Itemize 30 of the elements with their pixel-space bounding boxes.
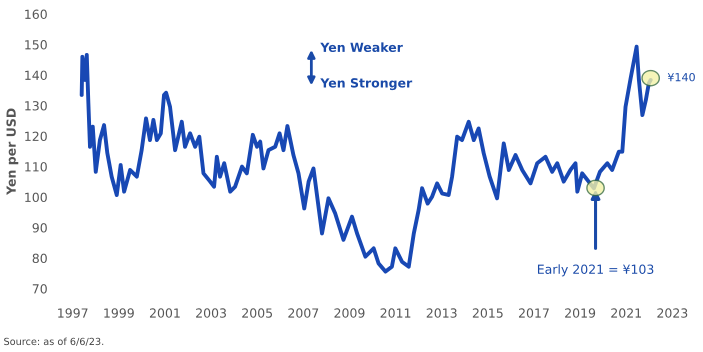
x-tick-label: 2009	[334, 308, 364, 318]
annotation: Yen Weaker	[320, 42, 403, 52]
y-tick-label: 150	[25, 40, 47, 50]
y-tick-label: 130	[25, 101, 47, 111]
y-tick-label: 160	[25, 10, 47, 20]
x-tick-label: 2011	[380, 308, 410, 318]
y-axis-title: Yen per USD	[6, 108, 18, 196]
x-tick-label: 2015	[472, 308, 503, 318]
x-tick-label: 1999	[104, 308, 134, 318]
x-tick-label: 2005	[242, 308, 272, 318]
x-tick-label: 2013	[426, 308, 457, 318]
y-tick-label: 110	[25, 162, 47, 172]
x-tick-label: 2003	[196, 308, 226, 318]
x-tick-label: 1997	[58, 308, 88, 318]
x-tick-label: 2017	[518, 308, 549, 318]
y-tick-label: 80	[32, 254, 47, 264]
annotation: Early 2021 = ¥103	[538, 264, 654, 276]
x-tick-label: 2007	[288, 308, 318, 318]
x-tick-label: 2023	[657, 308, 688, 318]
source-note: Source: as of 6/6/23.	[4, 338, 104, 346]
x-tick-label: 2019	[565, 308, 596, 318]
x-tick-label: 2001	[150, 308, 180, 318]
x-tick-label: 2021	[611, 308, 641, 318]
y-tick-label: 90	[32, 223, 47, 233]
annotation: Yen Stronger	[320, 78, 412, 90]
annotation: ¥140	[668, 72, 695, 82]
y-tick-label: 100	[25, 192, 47, 202]
y-tick-label: 140	[25, 70, 47, 80]
y-tick-label: 120	[25, 132, 47, 142]
y-tick-label: 70	[32, 284, 47, 294]
